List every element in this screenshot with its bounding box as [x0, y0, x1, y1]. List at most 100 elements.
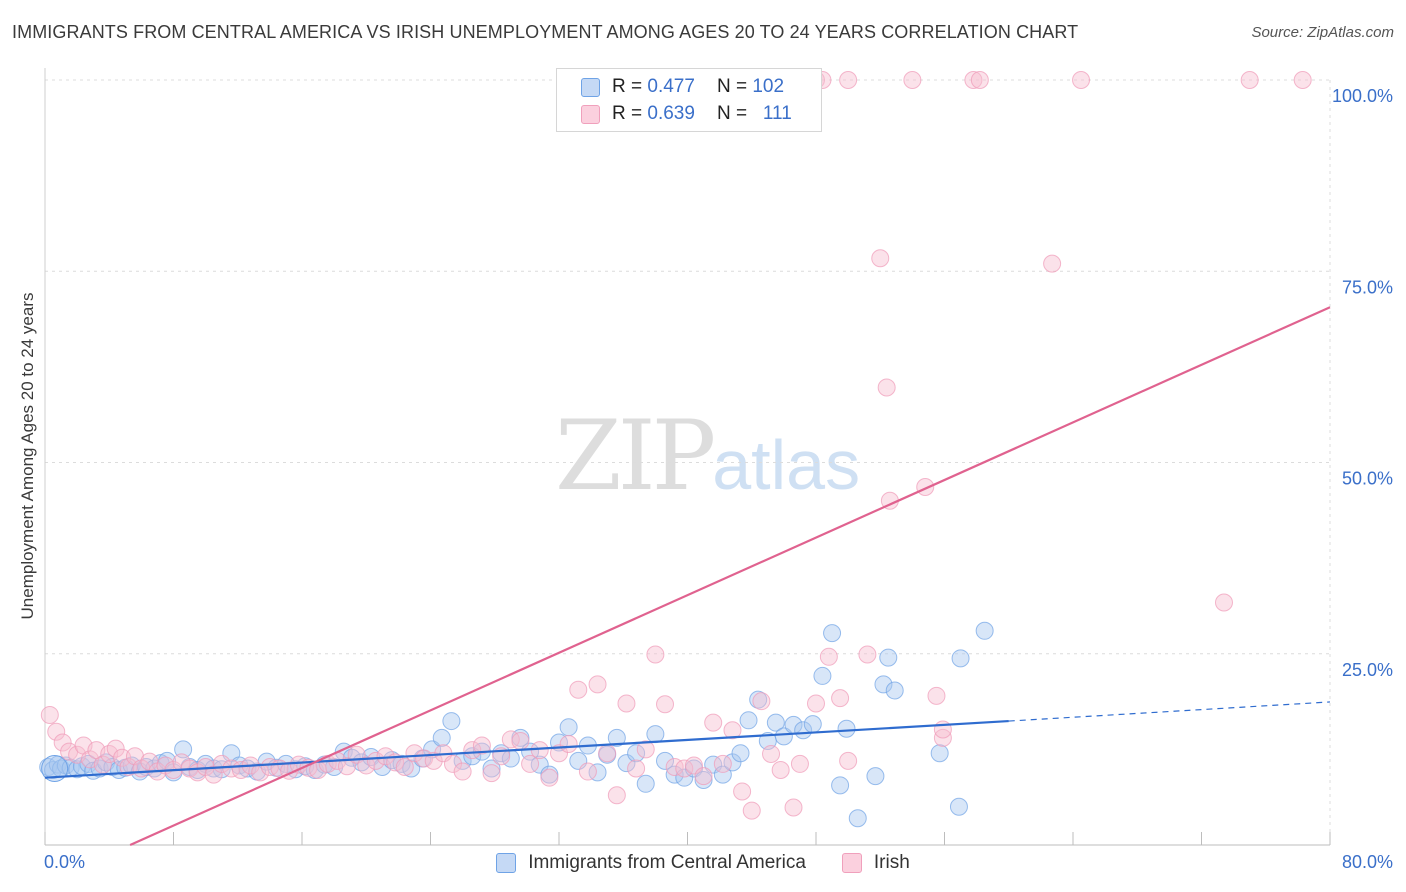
point-immigrants [646, 725, 665, 744]
point-immigrants [803, 715, 822, 734]
legend-label-irish: Irish [873, 852, 910, 873]
point-irish [106, 739, 125, 758]
point-irish [970, 71, 989, 89]
point-irish [588, 675, 607, 694]
legend-n-value: 111 [762, 103, 792, 124]
point-irish [617, 694, 636, 713]
point-irish [569, 680, 588, 699]
point-irish [694, 767, 713, 786]
trend-immigrants-extension [1008, 701, 1331, 722]
point-irish [540, 768, 559, 787]
point-irish [927, 686, 946, 705]
point-immigrants [951, 649, 970, 668]
point-irish [733, 782, 752, 801]
point-irish [1293, 71, 1312, 89]
legend-n-label: N = [716, 76, 748, 97]
point-immigrants [665, 765, 684, 784]
point-irish [819, 647, 838, 666]
legend-n-label: N = [716, 103, 748, 124]
point-irish [357, 756, 376, 775]
point-irish [964, 71, 983, 89]
point-immigrants [342, 748, 361, 767]
point-immigrants [885, 681, 904, 700]
point-irish [501, 730, 520, 749]
point-irish [771, 761, 790, 780]
point-irish [395, 757, 414, 776]
legend-r-label: R = [612, 76, 643, 97]
point-irish [424, 751, 443, 770]
legend-swatch-irish [841, 853, 862, 873]
y-tick-label: 25.0% [1342, 660, 1393, 680]
point-irish [1240, 71, 1259, 89]
legend-label-immigrants: Immigrants from Central America [528, 852, 806, 873]
legend-r-value: 0.477 [647, 76, 695, 97]
series-immigrants-points [39, 621, 994, 828]
point-immigrants [704, 755, 723, 774]
point-immigrants [636, 774, 655, 793]
point-immigrants [823, 624, 842, 643]
point-irish [521, 754, 540, 773]
point-immigrants [713, 765, 732, 784]
point-irish [443, 754, 462, 773]
point-irish [762, 744, 781, 763]
point-irish [903, 71, 922, 89]
point-immigrants [627, 744, 646, 763]
watermark-atlas: atlas [712, 426, 861, 504]
chart-title: IMMIGRANTS FROM CENTRAL AMERICA VS IRISH… [12, 22, 1079, 42]
point-immigrants [442, 712, 461, 731]
point-irish [113, 748, 132, 767]
y-tick-label: 100.0% [1332, 86, 1393, 106]
point-irish [742, 801, 761, 820]
point-immigrants [874, 675, 893, 694]
x-tick-label: 80.0% [1342, 852, 1393, 872]
point-immigrants [482, 759, 501, 778]
point-irish [530, 741, 549, 760]
point-immigrants [174, 740, 193, 759]
point-irish [366, 751, 385, 770]
point-irish [93, 755, 112, 774]
point-irish [482, 764, 501, 783]
point-immigrants [774, 727, 793, 746]
point-irish [627, 759, 646, 778]
point-irish [598, 744, 617, 763]
point-irish [578, 762, 597, 781]
point-irish [839, 751, 858, 770]
point-irish [665, 757, 684, 776]
point-irish [222, 759, 241, 778]
point-immigrants [975, 621, 994, 640]
point-irish [47, 722, 66, 741]
point-immigrants-large [41, 755, 69, 782]
legend-n-value: 102 [752, 76, 785, 97]
watermark: ZIPatlas [555, 400, 860, 512]
point-immigrants [607, 728, 626, 747]
legend-item-irish: Irish [841, 852, 910, 874]
point-irish [752, 692, 771, 711]
x-tick-label: 0.0% [44, 852, 85, 872]
trend-lines [44, 306, 1331, 847]
point-irish [807, 694, 825, 713]
legend-swatch-blue [581, 77, 600, 97]
point-irish [607, 786, 626, 805]
point-immigrants [866, 767, 885, 786]
point-irish [405, 744, 424, 763]
watermark-zip: ZIP [555, 400, 716, 512]
point-irish [871, 249, 890, 268]
y-tick-label: 50.0% [1342, 469, 1393, 489]
point-immigrants [559, 718, 578, 737]
point-irish [251, 763, 270, 782]
point-irish [53, 733, 72, 752]
point-irish [337, 757, 356, 776]
point-irish [40, 705, 59, 724]
point-irish [119, 757, 138, 776]
point-immigrants [392, 754, 411, 773]
point-immigrants [402, 759, 421, 778]
point-immigrants [656, 751, 675, 770]
tick-labels: 25.0% 50.0% 75.0% 100.0% 0.0% 80.0% [44, 86, 1393, 872]
point-irish [646, 645, 665, 664]
trend-irish [129, 306, 1331, 847]
point-irish [260, 757, 279, 776]
point-irish [550, 744, 568, 763]
point-immigrants [837, 719, 856, 738]
legend-swatch-immigrants [496, 853, 517, 873]
